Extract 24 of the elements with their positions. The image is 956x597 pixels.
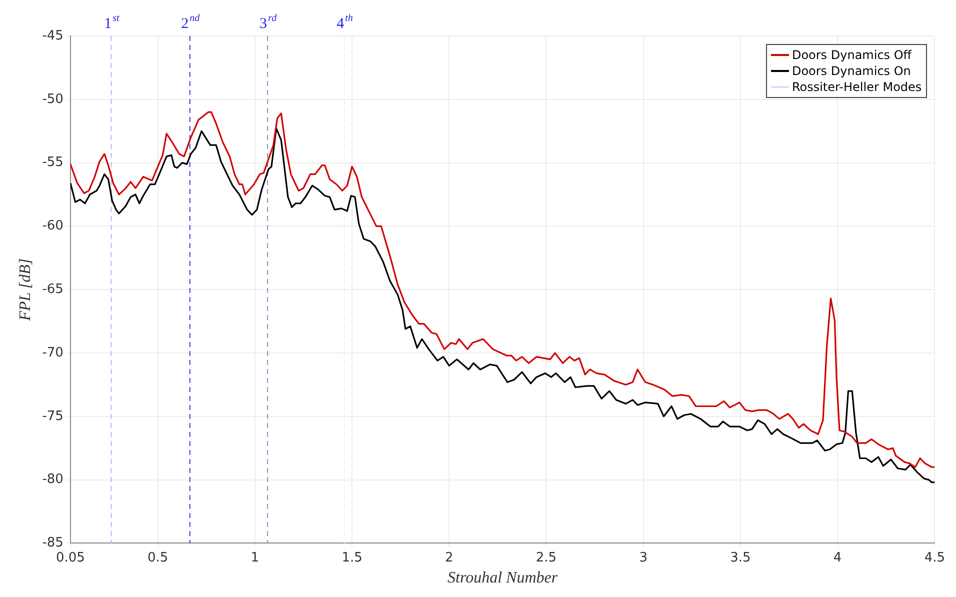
legend-label: Doors Dynamics Off (792, 47, 912, 63)
x-tick-label: 2.5 (536, 550, 557, 566)
x-axis-title: Strouhal Number (448, 570, 558, 587)
x-tick-label: 3 (639, 550, 648, 566)
x-tick-label: 4.5 (924, 550, 946, 566)
x-tick-label: 1.5 (342, 550, 362, 566)
x-tick-label: 3.5 (730, 550, 751, 566)
y-tick-label: -80 (42, 472, 64, 488)
x-tick-label: 4 (833, 550, 842, 566)
x-tick-label: 2 (445, 550, 454, 566)
y-axis-title: FPL [dB] (16, 258, 34, 322)
legend-label: Doors Dynamics On (792, 63, 911, 79)
y-tick-label: -65 (42, 282, 64, 297)
y-tick-label: -60 (42, 218, 64, 234)
x-tick-label: 0.5 (147, 550, 168, 566)
y-tick-label: -75 (42, 408, 64, 424)
y-tick-label: -45 (42, 28, 64, 44)
y-tick-label: -50 (42, 92, 64, 107)
x-tick-label: 0.05 (56, 550, 85, 566)
legend-label: Rossiter-Heller Modes (792, 79, 922, 95)
y-tick-label: -70 (42, 345, 64, 360)
x-tick-label: 1 (250, 550, 260, 566)
y-tick-label: -85 (42, 536, 64, 551)
y-tick-label: -55 (42, 155, 64, 170)
